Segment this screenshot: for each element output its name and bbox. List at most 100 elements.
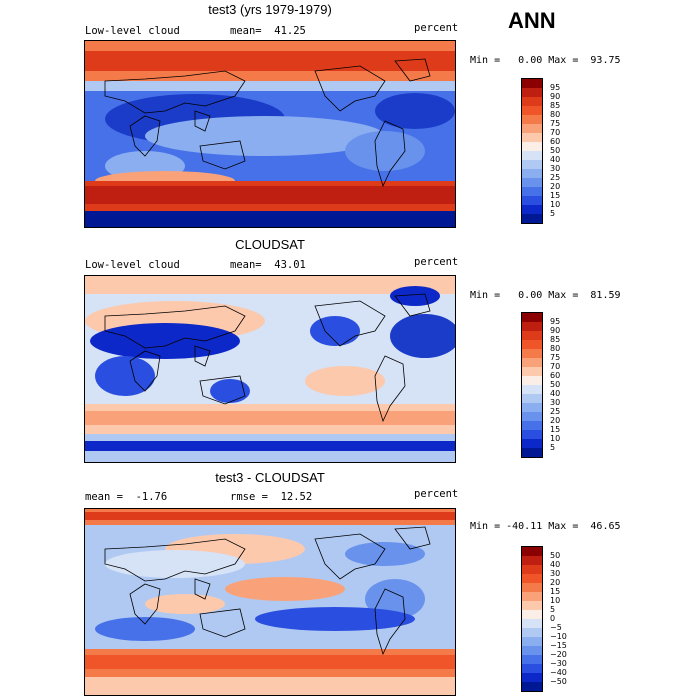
panel-2-colorbar-swatch: [522, 331, 542, 340]
panel-3-colorbar-label: 30: [550, 569, 561, 578]
panel-2-colorbar-label: 15: [550, 425, 561, 434]
panel-3-colorbar-label: 50: [550, 551, 561, 560]
panel-1-colorbar-swatch: [522, 214, 542, 223]
panel-1-colorbar-label: 80: [550, 110, 561, 119]
panel-2-colorbar-label: 20: [550, 416, 561, 425]
panel-2-units-label: percent: [414, 256, 459, 268]
panel-1-colorbar-swatch: [522, 142, 542, 151]
panel-1-colorbar-swatch: [522, 178, 542, 187]
panel-3-mean-label: mean = -1.76: [85, 491, 168, 503]
panel-3-colorbar-label: 5: [550, 605, 556, 614]
panel-3-colorbar-swatch: [522, 601, 542, 610]
panel-1-colorbar-swatch: [522, 196, 542, 205]
panel-3-colorbar-label: −20: [550, 650, 567, 659]
panel-2-colorbar-swatch: [522, 412, 542, 421]
panel-2-colorbar-swatch: [522, 358, 542, 367]
panel-2-colorbar-swatch: [522, 340, 542, 349]
panel-3-colorbar-label: −5: [550, 623, 562, 632]
panel-2-colorbar-label: 50: [550, 380, 561, 389]
panel-1-colorbar-swatch: [522, 88, 542, 97]
panel-2-colorbar-swatch: [522, 376, 542, 385]
panel-3-colorbar-label: −15: [550, 641, 567, 650]
panel-2-colorbar-label: 90: [550, 326, 561, 335]
panel-3-map: [84, 508, 456, 696]
panel-2-colorbar-swatch: [522, 349, 542, 358]
panel-1-title: test3 (yrs 1979-1979): [208, 2, 332, 17]
panel-3-colorbar: [521, 546, 543, 692]
panel-3-colorbar-label: 10: [550, 596, 561, 605]
panel-1-colorbar-label: 30: [550, 164, 561, 173]
panel-1-colorbar-label: 85: [550, 101, 561, 110]
panel-1-colorbar-swatch: [522, 115, 542, 124]
panel-3-minmax-label: Min = -40.11 Max = 46.65: [470, 521, 621, 532]
panel-2-colorbar-swatch: [522, 439, 542, 448]
panel-2-colorbar-swatch: [522, 430, 542, 439]
panel-3-colorbar-swatch: [522, 610, 542, 619]
panel-1-colorbar-label: 20: [550, 182, 561, 191]
panel-1-colorbar-label: 15: [550, 191, 561, 200]
panel-3-units-label: percent: [414, 488, 459, 500]
panel-2-map: [84, 275, 456, 463]
panel-1-colorbar-label: 95: [550, 83, 561, 92]
panel-2-title: CLOUDSAT: [235, 237, 305, 252]
panel-3-colorbar-swatch: [522, 574, 542, 583]
panel-1-minmax-label: Min = 0.00 Max = 93.75: [470, 55, 621, 66]
panel-3-colorbar-swatch: [522, 664, 542, 673]
panel-2-variable-label: Low-level cloud: [85, 259, 180, 271]
panel-2-colorbar-label: 60: [550, 371, 561, 380]
panel-3-colorbar-label: −10: [550, 632, 567, 641]
season-label: ANN: [508, 8, 556, 33]
panel-2-colorbar-label: 30: [550, 398, 561, 407]
panel-1-colorbar-swatch: [522, 187, 542, 196]
panel-3-colorbar-label: 40: [550, 560, 561, 569]
panel-2-colorbar-swatch: [522, 421, 542, 430]
panel-2-colorbar-label: 85: [550, 335, 561, 344]
panel-1-mean-label: mean= 41.25: [230, 25, 306, 37]
panel-1-colorbar-label: 25: [550, 173, 561, 182]
panel-3-colorbar-swatch: [522, 682, 542, 691]
panel-1-colorbar-swatch: [522, 205, 542, 214]
panel-1-map-svg: [85, 41, 455, 227]
panel-3-colorbar-label: 0: [550, 614, 556, 623]
panel-1-colorbar-swatch: [522, 106, 542, 115]
panel-3-colorbar-label: −40: [550, 668, 567, 677]
panel-3-colorbar-label: 15: [550, 587, 561, 596]
panel-2-colorbar: [521, 312, 543, 458]
panel-2-colorbar-swatch: [522, 313, 542, 322]
panel-2-colorbar-label: 10: [550, 434, 561, 443]
panel-2-mean-label: mean= 43.01: [230, 259, 306, 271]
panel-1-colorbar-swatch: [522, 169, 542, 178]
panel-3-colorbar-swatch: [522, 655, 542, 664]
panel-1-colorbar-label: 60: [550, 137, 561, 146]
panel-2-colorbar-swatch: [522, 448, 542, 457]
panel-2-colorbar-swatch: [522, 394, 542, 403]
panel-2-colorbar-swatch: [522, 403, 542, 412]
panel-2-colorbar-label: 95: [550, 317, 561, 326]
panel-2-minmax-label: Min = 0.00 Max = 81.59: [470, 290, 621, 301]
panel-1-colorbar-swatch: [522, 124, 542, 133]
panel-2-colorbar-swatch: [522, 322, 542, 331]
panel-2-map-svg: [85, 276, 455, 462]
panel-1-colorbar-swatch: [522, 79, 542, 88]
panel-2-colorbar-label: 70: [550, 362, 561, 371]
panel-1-colorbar-swatch: [522, 97, 542, 106]
panel-3-colorbar-swatch: [522, 673, 542, 682]
panel-3-title: test3 - CLOUDSAT: [215, 470, 325, 485]
panel-1-colorbar-label: 5: [550, 209, 556, 218]
panel-3-colorbar-swatch: [522, 556, 542, 565]
panel-1-colorbar-label: 75: [550, 119, 561, 128]
panel-2-colorbar-label: 5: [550, 443, 556, 452]
panel-3-colorbar-swatch: [522, 547, 542, 556]
panel-3-colorbar-label: −50: [550, 677, 567, 686]
panel-3-colorbar-swatch: [522, 628, 542, 637]
panel-1-colorbar-label: 70: [550, 128, 561, 137]
panel-1-colorbar-label: 40: [550, 155, 561, 164]
panel-1-colorbar-label: 50: [550, 146, 561, 155]
panel-3-map-svg: [85, 509, 455, 695]
panel-1-colorbar-label: 90: [550, 92, 561, 101]
panel-3-colorbar-label: 20: [550, 578, 561, 587]
panel-3-colorbar-label: −30: [550, 659, 567, 668]
panel-2-colorbar-label: 75: [550, 353, 561, 362]
panel-1-colorbar-swatch: [522, 160, 542, 169]
